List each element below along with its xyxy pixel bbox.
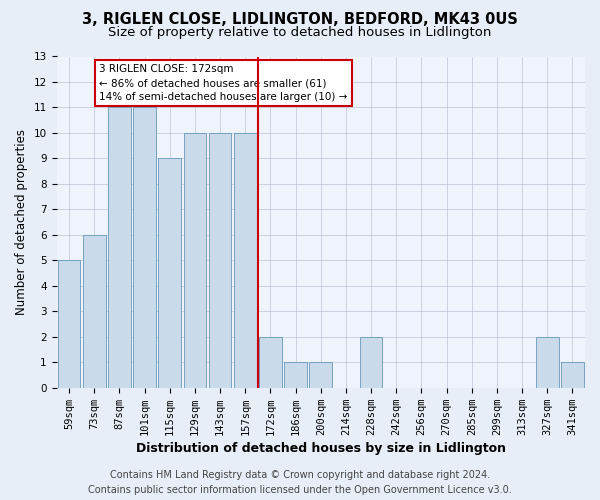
Bar [209,133,232,388]
X-axis label: Distribution of detached houses by size in Lidlington: Distribution of detached houses by size … [136,442,506,455]
Bar [158,158,181,388]
Bar [360,337,382,388]
Text: Size of property relative to detached houses in Lidlington: Size of property relative to detached ho… [109,26,491,39]
Text: 3 RIGLEN CLOSE: 172sqm
← 86% of detached houses are smaller (61)
14% of semi-det: 3 RIGLEN CLOSE: 172sqm ← 86% of detached… [100,64,347,102]
Bar [58,260,80,388]
Bar [284,362,307,388]
Bar [234,133,257,388]
Bar [561,362,584,388]
Bar [83,235,106,388]
Bar [184,133,206,388]
Text: Contains HM Land Registry data © Crown copyright and database right 2024.
Contai: Contains HM Land Registry data © Crown c… [88,470,512,495]
Bar [133,108,156,388]
Bar [259,337,282,388]
Bar [536,337,559,388]
Bar [108,108,131,388]
Text: 3, RIGLEN CLOSE, LIDLINGTON, BEDFORD, MK43 0US: 3, RIGLEN CLOSE, LIDLINGTON, BEDFORD, MK… [82,12,518,28]
Y-axis label: Number of detached properties: Number of detached properties [15,129,28,315]
Bar [310,362,332,388]
